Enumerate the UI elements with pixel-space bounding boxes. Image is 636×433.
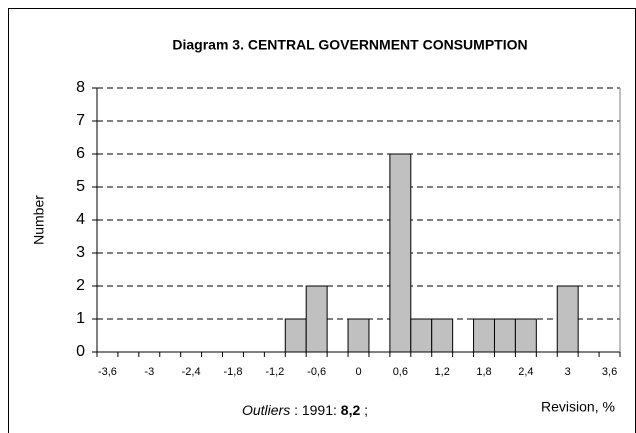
bar xyxy=(473,318,495,353)
y-axis-label: Number xyxy=(31,195,47,245)
bar xyxy=(284,318,307,353)
y-tick-label: 7 xyxy=(76,112,85,129)
y-tick-label: 2 xyxy=(76,277,85,294)
note-label: Outliers xyxy=(242,402,290,418)
bar xyxy=(514,318,537,353)
note-text: : 1991: xyxy=(290,402,341,418)
x-tick-label: -0,6 xyxy=(307,366,326,378)
y-tick-label: 6 xyxy=(76,145,85,162)
x-tick-label: 3,6 xyxy=(602,366,617,378)
bar xyxy=(305,285,328,353)
x-tick-label: 2,4 xyxy=(518,366,533,378)
chart-title: Diagram 3. CENTRAL GOVERNMENT CONSUMPTIO… xyxy=(172,37,527,53)
y-tick-label: 3 xyxy=(76,244,85,261)
bar xyxy=(389,153,412,353)
y-tick-label: 5 xyxy=(76,178,85,195)
x-tick-label: 1,2 xyxy=(435,366,450,378)
x-tick-label: 0,6 xyxy=(393,366,408,378)
x-axis-label: Revision, % xyxy=(541,399,615,415)
bar xyxy=(493,318,516,353)
x-tick-label: -3,6 xyxy=(98,366,117,378)
outliers-note: Outliers : 1991: 8,2 ; xyxy=(242,402,368,418)
y-tick-label: 1 xyxy=(76,310,85,327)
x-tick-label: -1,2 xyxy=(265,366,284,378)
y-tick-label: 0 xyxy=(76,343,85,360)
note-end: ; xyxy=(360,402,368,418)
bar xyxy=(556,285,579,353)
bar xyxy=(410,318,433,353)
x-tick-label: 3 xyxy=(565,366,571,378)
y-tick-label: 8 xyxy=(76,79,85,96)
chart-frame xyxy=(8,8,636,433)
x-tick-label: -2,4 xyxy=(182,366,201,378)
x-tick-label: -1,8 xyxy=(223,366,242,378)
bar xyxy=(347,318,370,353)
x-tick-label: 0 xyxy=(355,366,361,378)
x-tick-label: -3 xyxy=(144,366,154,378)
y-tick-label: 4 xyxy=(76,211,85,228)
x-tick-label: 1,8 xyxy=(476,366,491,378)
bar xyxy=(431,318,454,353)
note-value: 8,2 xyxy=(341,402,361,418)
